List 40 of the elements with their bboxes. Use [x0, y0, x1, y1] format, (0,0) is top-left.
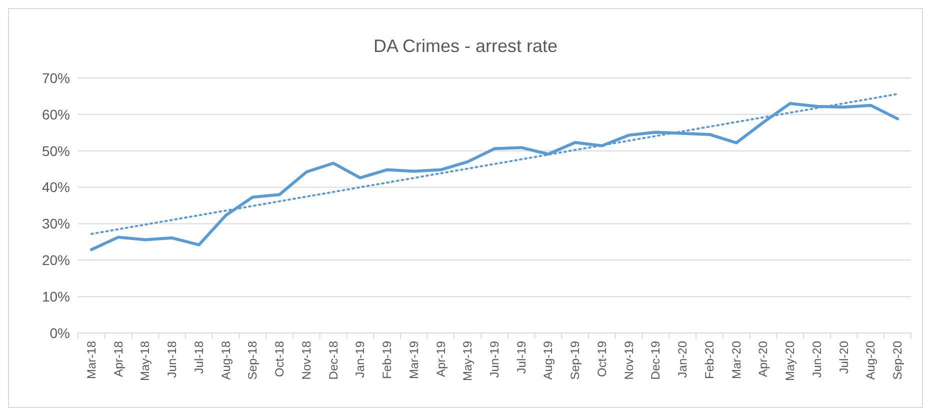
x-tick-label: Apr-20: [756, 340, 770, 378]
x-tick-label: Aug-20: [864, 340, 878, 380]
y-tick-label: 60%: [42, 106, 70, 122]
x-tick-label: Oct-19: [594, 340, 609, 378]
x-tick-label: May-20: [783, 340, 798, 382]
y-tick-label: 10%: [42, 288, 70, 304]
x-tick-label: Jun-18: [165, 340, 180, 378]
y-tick-label: 50%: [42, 142, 70, 159]
y-tick-label: 30%: [42, 216, 70, 232]
x-tick-label: Dec-18: [326, 340, 340, 380]
x-tick-label: Jul-19: [514, 340, 528, 374]
x-tick-label: Oct-18: [272, 340, 287, 378]
y-tick-label: 20%: [42, 252, 70, 268]
x-tick-label: Feb-20: [702, 340, 716, 380]
x-tick-label: Mar-19: [406, 340, 421, 380]
x-tick-label: Nov-18: [299, 340, 314, 380]
x-tick-label: Mar-18: [84, 340, 98, 380]
chart-title: DA Crimes - arrest rate: [373, 36, 558, 56]
y-tick-label: 70%: [42, 70, 70, 86]
x-tick-label: Jan-20: [676, 340, 690, 378]
x-tick-label: Jul-18: [192, 340, 206, 374]
x-tick-label: Dec-19: [648, 340, 663, 380]
x-tick-label: Mar-20: [729, 340, 744, 380]
x-tick-label: Sep-19: [568, 340, 582, 380]
y-tick-label: 0%: [50, 324, 70, 341]
y-tick-label: 40%: [42, 179, 70, 196]
x-tick-label: Jun-20: [810, 340, 824, 378]
x-tick-label: Apr-18: [111, 340, 126, 378]
x-tick-label: Sep-20: [890, 340, 905, 380]
x-tick-label: Sep-18: [246, 340, 260, 380]
x-tick-label: Apr-19: [434, 340, 448, 378]
x-tick-label: May-18: [138, 340, 152, 382]
x-tick-label: Jan-19: [353, 340, 368, 378]
x-tick-label: Feb-19: [380, 340, 394, 380]
x-tick-label: May-19: [460, 340, 475, 382]
x-tick-label: Jun-19: [488, 340, 502, 378]
x-tick-label: Aug-19: [541, 340, 556, 380]
x-tick-label: Nov-19: [622, 340, 636, 380]
x-tick-label: Aug-18: [218, 340, 233, 380]
x-tick-label: Jul-20: [836, 340, 851, 374]
